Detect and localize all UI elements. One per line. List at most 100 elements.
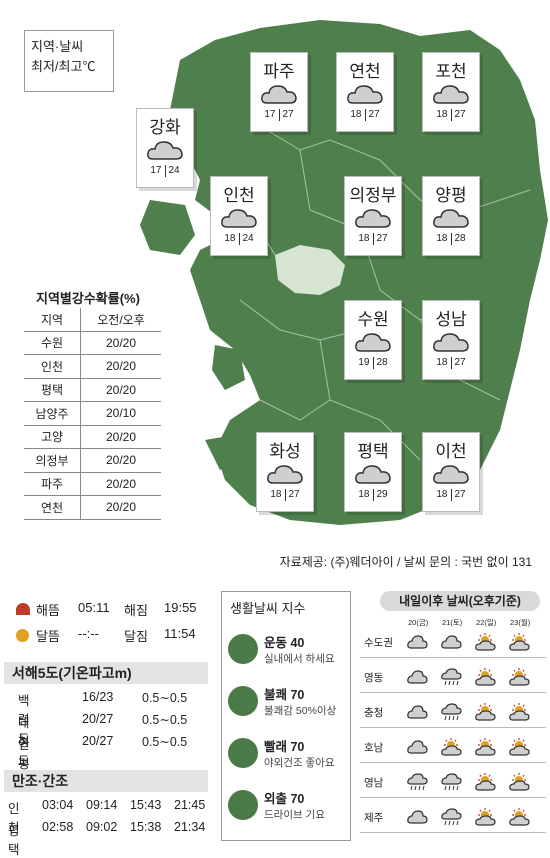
sun-cloud-icon — [474, 668, 496, 686]
table-header: 지역 오전/오후 — [24, 308, 161, 332]
forecast-title: 내일이후 날씨(오후기준) — [380, 591, 540, 611]
city-min-temp: 17 — [150, 165, 162, 176]
island — [205, 435, 240, 470]
island — [140, 200, 195, 255]
island — [212, 345, 245, 390]
table-row: 인천 20/20 — [24, 354, 161, 379]
life-index-name: 불쾌 70 — [264, 688, 305, 702]
sea-station: 대청도 — [18, 716, 30, 768]
cloud-icon — [431, 81, 471, 107]
data-source: 자료제공: (주)웨더아이 / 날씨 문의 : 국번 없이 131 — [279, 555, 532, 569]
sea-title: 서해5도(기온파고m) — [4, 662, 208, 684]
forecast-day: 21(토) — [442, 618, 463, 627]
cloud-icon — [431, 461, 471, 487]
life-index-name: 외출 70 — [264, 792, 305, 806]
sun-cloud-icon — [508, 633, 530, 651]
life-index-desc: 야외건조 좋아요 — [264, 757, 335, 769]
cloud-icon — [406, 738, 428, 756]
city-min-temp: 18 — [270, 489, 282, 500]
tide-time: 03:04 — [42, 798, 74, 812]
rain-region: 의정부 — [24, 448, 81, 473]
cloud-icon — [406, 668, 428, 686]
life-index-desc: 실내에서 하세요 — [264, 653, 335, 665]
city-max-temp: 24 — [168, 165, 180, 176]
rain-prob: 20/20 — [80, 354, 161, 379]
rain-icon — [440, 773, 462, 791]
forecast-region: 수도권 — [364, 637, 393, 649]
rain-probability-title: 지역별강수확률(%) — [36, 291, 140, 306]
tide-time: 09:14 — [86, 798, 118, 812]
city-name: 강화 — [149, 118, 181, 137]
map-landmass — [170, 20, 548, 525]
table-row: 평택 20/20 — [24, 378, 161, 402]
city-min-temp: 18 — [436, 357, 448, 368]
rain-prob: 20/20 — [80, 331, 161, 355]
forecast-divider — [360, 762, 546, 763]
city-max-temp: 29 — [376, 489, 388, 500]
cloud-icon — [431, 329, 471, 355]
cloud-icon — [353, 205, 393, 231]
cloud-icon — [345, 81, 385, 107]
sea-temp: 20/27 — [82, 734, 114, 748]
forecast-region: 영남 — [364, 777, 384, 789]
rain-prob: 20/20 — [80, 448, 161, 473]
rain-prob: 20/20 — [80, 472, 161, 496]
sun-cloud-icon — [508, 668, 530, 686]
city-min-temp: 18 — [358, 233, 370, 244]
table-row: 의정부 20/20 — [24, 448, 161, 473]
tide-time: 21:34 — [174, 820, 206, 834]
city-max-temp: 27 — [376, 233, 388, 244]
city-name: 파주 — [263, 62, 295, 81]
cloud-icon — [259, 81, 299, 107]
moonset-time: 11:54 — [164, 626, 196, 641]
moonrise-time: --:-- — [78, 626, 99, 641]
rain-region: 고양 — [24, 425, 81, 449]
rain-prob: 20/20 — [80, 378, 161, 402]
forecast-region: 호남 — [364, 742, 384, 754]
rain-probability-table: 지역 오전/오후 수원 20/20 인천 20/20 평택 20/20 남양주 20/10 고양… — [24, 308, 161, 520]
city-name: 화성 — [269, 442, 301, 461]
outing-icon — [228, 790, 258, 820]
laundry-icon — [228, 738, 258, 768]
forecast-table: 내일이후 날씨(오후기준) 20(금) 21(토) 22(일) 23(월) 수도권 영동 충… — [360, 591, 548, 841]
city-min-temp: 19 — [358, 357, 370, 368]
rain-region: 인천 — [24, 354, 81, 379]
moonrise-icon — [16, 629, 29, 642]
sun-row: 해뜸 05:11 해짐 19:55 — [16, 600, 206, 620]
forecast-region: 제주 — [364, 812, 384, 824]
tide-title: 만조·간조 — [4, 770, 208, 792]
city-min-temp: 18 — [224, 233, 236, 244]
city-name: 인천 — [223, 186, 255, 205]
rain-region: 파주 — [24, 472, 81, 496]
cloud-icon — [145, 137, 185, 163]
sea-temp: 20/27 — [82, 712, 114, 726]
forecast-divider — [360, 797, 546, 798]
table-row: 고양 20/20 — [24, 425, 161, 449]
city-max-temp: 27 — [454, 357, 466, 368]
tide-time: 02:58 — [42, 820, 74, 834]
city-max-temp: 28 — [376, 357, 388, 368]
cloud-icon — [265, 461, 305, 487]
rain-region: 연천 — [24, 495, 81, 520]
city-min-temp: 18 — [358, 489, 370, 500]
city-card: 연천 18 27 — [336, 52, 394, 132]
city-name: 이천 — [435, 442, 467, 461]
city-card: 양평 18 28 — [422, 176, 480, 256]
city-max-temp: 27 — [368, 109, 380, 120]
rain-region: 남양주 — [24, 401, 81, 426]
table-row: 연천 20/20 — [24, 495, 161, 520]
life-index-name: 빨래 70 — [264, 740, 305, 754]
table-row: 남양주 20/10 — [24, 401, 161, 426]
tide-time: 15:38 — [130, 820, 162, 834]
city-name: 성남 — [435, 310, 467, 329]
tide-time: 21:45 — [174, 798, 206, 812]
forecast-divider — [360, 832, 546, 833]
living-weather-index: 생활날씨 지수 운동 40 실내에서 하세요 불쾌 70 불쾌감 50%이상 빨래 70… — [221, 591, 351, 841]
sun-cloud-icon — [474, 773, 496, 791]
life-index-item: 불쾌 70 불쾌감 50%이상 — [228, 684, 336, 718]
city-card: 화성 18 27 — [256, 432, 314, 512]
sea-wave: 0.5∼0.5 — [142, 735, 188, 749]
header-region: 지역 — [24, 308, 81, 332]
city-name: 양평 — [435, 186, 467, 205]
forecast-region: 영동 — [364, 672, 384, 684]
